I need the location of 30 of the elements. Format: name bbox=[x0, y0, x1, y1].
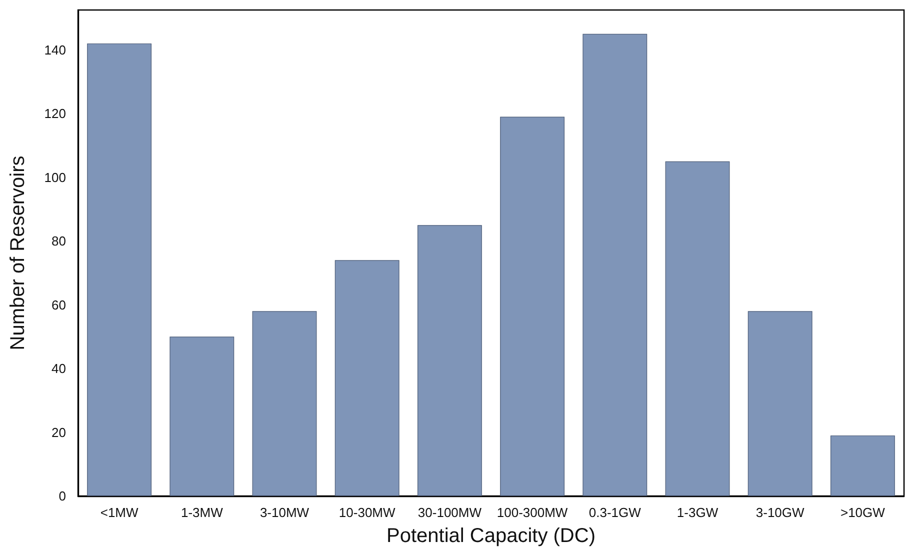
x-tick-label: <1MW bbox=[100, 505, 139, 520]
x-tick-label: 10-30MW bbox=[338, 505, 396, 520]
bar bbox=[252, 311, 317, 496]
y-tick-label: 40 bbox=[52, 361, 66, 376]
x-tick-label: 3-10GW bbox=[756, 505, 806, 520]
y-tick-label: 80 bbox=[52, 234, 66, 249]
y-tick-label: 60 bbox=[52, 297, 66, 312]
x-tick-label: 30-100MW bbox=[418, 505, 482, 520]
x-tick-label: 1-3MW bbox=[180, 505, 224, 520]
bar bbox=[582, 34, 648, 496]
x-tick-label: 1-3GW bbox=[676, 505, 719, 520]
y-tick-label: 20 bbox=[52, 424, 66, 440]
x-tick-label: 0.3-1GW bbox=[588, 505, 642, 520]
y-axis-title: Number of Reservoirs bbox=[7, 156, 29, 350]
bar bbox=[170, 336, 234, 496]
bar bbox=[665, 161, 730, 496]
x-tick-label: >10GW bbox=[840, 505, 886, 520]
bar bbox=[500, 116, 565, 496]
y-tick-label: 100 bbox=[44, 170, 66, 185]
bar bbox=[417, 225, 482, 496]
bar bbox=[87, 43, 152, 496]
bar bbox=[830, 435, 895, 496]
y-tick-label: 140 bbox=[44, 42, 66, 58]
y-tick-label: 120 bbox=[44, 106, 66, 122]
x-tick-label: 3-10MW bbox=[260, 505, 310, 520]
bar bbox=[748, 311, 812, 496]
x-tick-label: 100-300MW bbox=[496, 505, 568, 520]
x-axis-title: Potential Capacity (DC) bbox=[386, 525, 596, 547]
bar bbox=[334, 260, 400, 496]
y-tick-label: 0 bbox=[58, 488, 66, 504]
